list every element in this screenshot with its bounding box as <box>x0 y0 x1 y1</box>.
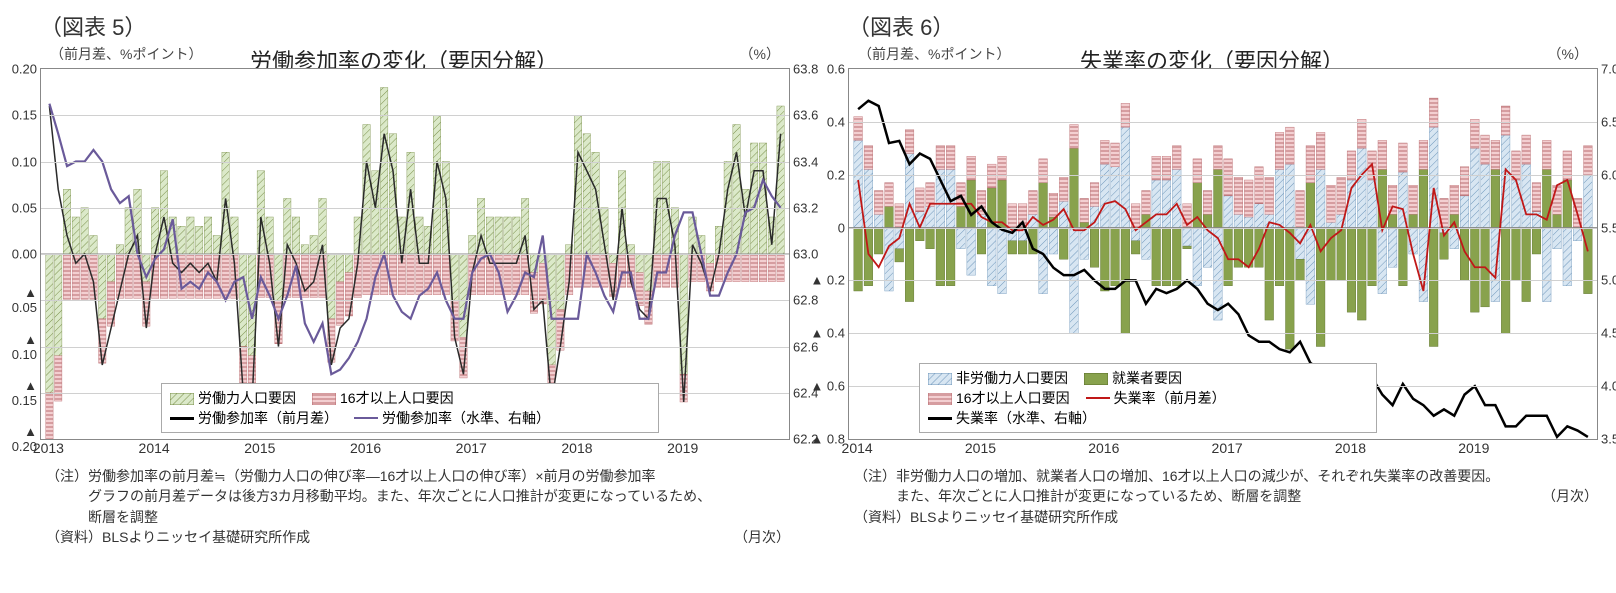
y-left-tick: 0.4 <box>805 114 845 129</box>
fig5-legend: 労働力人口要因 16才以上人口要因労働参加率（前月差） 労働参加率（水準、右軸） <box>161 383 659 433</box>
y-left-tick: 0.10 <box>0 154 37 169</box>
legend-item: 非労働力人口要因 <box>928 368 1068 388</box>
y-left-tick: ▲ 0.4 <box>805 326 845 341</box>
y-left-tick: 0.05 <box>0 200 37 215</box>
legend-item: 16才以上人口要因 <box>928 388 1070 408</box>
x-year-label: 2017 <box>1212 440 1243 456</box>
y-left-tick: 0.00 <box>0 247 37 262</box>
x-year-label: 2018 <box>561 440 592 456</box>
fig6-source: （資料）BLSよりニッセイ基礎研究所作成 <box>854 507 1598 527</box>
x-year-label: 2017 <box>456 440 487 456</box>
y-left-tick: 0.20 <box>0 62 37 77</box>
y-left-tick: ▲ 0.6 <box>805 379 845 394</box>
y-right-tick: 5.0 <box>1601 273 1616 288</box>
fig6-xaxis: 201420152016201720182019 <box>848 440 1598 460</box>
fig6-note2: また、年次ごとに人口推計が変更になっているため、断層を調整 <box>854 486 1301 506</box>
legend-item: 16才以上人口要因 <box>312 388 454 408</box>
y-left-tick: 0.6 <box>805 62 845 77</box>
y-right-tick: 6.5 <box>1601 114 1616 129</box>
x-year-label: 2016 <box>350 440 381 456</box>
y-left-tick: ▲ 0.10 <box>0 332 37 362</box>
x-year-label: 2016 <box>1088 440 1119 456</box>
fig5-source: （資料）BLSよりニッセイ基礎研究所作成 <box>46 527 310 547</box>
y-right-tick: 3.5 <box>1601 432 1616 447</box>
x-year-label: 2015 <box>244 440 275 456</box>
y-left-tick: ▲ 0.8 <box>805 432 845 447</box>
fig5-chart-area: 労働力人口要因16才以上人口要因労働参加率（前月差）労働参加率（水準、右軸） 0… <box>40 68 790 440</box>
fig5-xaxis: 2013201420152016201720182019 <box>40 440 790 460</box>
x-year-label: 2013 <box>33 440 64 456</box>
x-year-label: 2014 <box>139 440 170 456</box>
y-left-tick: 0.2 <box>805 167 845 182</box>
fig5-note1: （注）労働参加率の前月差≒（労働力人口の伸び率―16才以上人口の伸び率）×前月の… <box>46 466 790 486</box>
legend-item: 労働参加率（水準、右軸） <box>354 408 550 428</box>
fig6-notes: （注）非労働力人口の増加、就業者人口の増加、16才以上人口の減少が、それぞれ失業… <box>848 466 1598 527</box>
fig6-freq: （月次） <box>1542 486 1598 506</box>
y-left-tick: ▲ 0.2 <box>805 273 845 288</box>
x-year-label: 2015 <box>965 440 996 456</box>
fig6-legend: 非労働力人口要因就業者要因 16才以上人口要因失業率（前月差）失業率（水準、右軸） <box>919 363 1377 433</box>
y-left-tick: ▲ 0.20 <box>0 424 37 454</box>
legend-item: 労働力人口要因 <box>170 388 296 408</box>
y-right-tick: 4.0 <box>1601 379 1616 394</box>
y-left-tick: 0.15 <box>0 108 37 123</box>
x-year-label: 2018 <box>1335 440 1366 456</box>
fig6-label: （図表 6） <box>848 10 1598 42</box>
legend-item: 労働参加率（前月差） <box>170 408 338 428</box>
y-right-tick: 5.5 <box>1601 220 1616 235</box>
fig5-label: （図表 5） <box>40 10 790 42</box>
x-year-label: 2019 <box>667 440 698 456</box>
y-right-tick: 4.5 <box>1601 326 1616 341</box>
legend-item: 失業率（水準、右軸） <box>928 408 1096 428</box>
chart-5-panel: （図表 5） 労働参加率の変化（要因分解） （前月差、%ポイント） （%） 労働… <box>0 0 808 593</box>
legend-item: 失業率（前月差） <box>1086 388 1226 408</box>
y-left-tick: 0 <box>805 220 845 235</box>
fig5-note3: 断層を調整 <box>46 507 790 527</box>
fig5-note2: グラフの前月差データは後方3カ月移動平均。また、年次ごとに人口推計が変更になって… <box>46 486 790 506</box>
fig5-freq: （月次） <box>734 527 790 547</box>
legend-item: 就業者要因 <box>1084 368 1182 388</box>
y-left-tick: ▲ 0.05 <box>0 285 37 315</box>
chart-6-panel: （図表 6） 失業率の変化（要因分解） （前月差、%ポイント） （%） 非労働力… <box>808 0 1616 593</box>
x-year-label: 2019 <box>1458 440 1489 456</box>
y-right-tick: 7.0 <box>1601 62 1616 77</box>
fig6-chart-area: 非労働力人口要因就業者要因 16才以上人口要因失業率（前月差）失業率（水準、右軸）… <box>848 68 1598 440</box>
y-left-tick: ▲ 0.15 <box>0 378 37 408</box>
fig5-notes: （注）労働参加率の前月差≒（労働力人口の伸び率―16才以上人口の伸び率）×前月の… <box>40 466 790 547</box>
fig6-note1: （注）非労働力人口の増加、就業者人口の増加、16才以上人口の減少が、それぞれ失業… <box>854 466 1598 486</box>
x-year-label: 2014 <box>842 440 873 456</box>
y-right-tick: 6.0 <box>1601 167 1616 182</box>
